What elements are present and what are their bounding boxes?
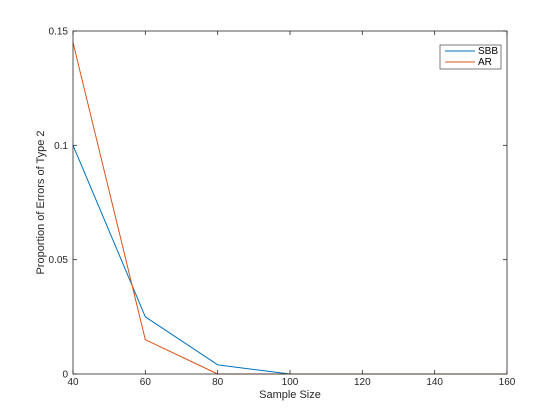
x-axis-label: Sample Size (259, 389, 321, 401)
legend: SBB AR (439, 44, 502, 70)
x-tick-label: 140 (426, 377, 443, 388)
x-tick-label: 100 (282, 377, 299, 388)
y-tick-label: 0 (62, 370, 68, 381)
y-tick-label: 0.15 (49, 27, 69, 38)
plot-area (73, 31, 507, 374)
ticks-layer: 40 60 80 100 120 140 160 0 0.05 0.1 0.15 (49, 27, 516, 389)
x-tick-label: 60 (140, 377, 152, 388)
x-tick-label: 160 (499, 377, 516, 388)
y-axis-label: Proportion of Errors of Type 2 (35, 130, 47, 274)
legend-box (439, 44, 502, 70)
y-tick-label: 0.1 (54, 141, 68, 152)
x-tick-label: 120 (354, 377, 371, 388)
x-tick-label: 40 (67, 377, 79, 388)
legend-label-ar: AR (478, 57, 492, 68)
x-tick-label: 80 (212, 377, 224, 388)
legend-label-sbb: SBB (478, 46, 498, 57)
y-tick-label: 0.05 (49, 255, 69, 266)
